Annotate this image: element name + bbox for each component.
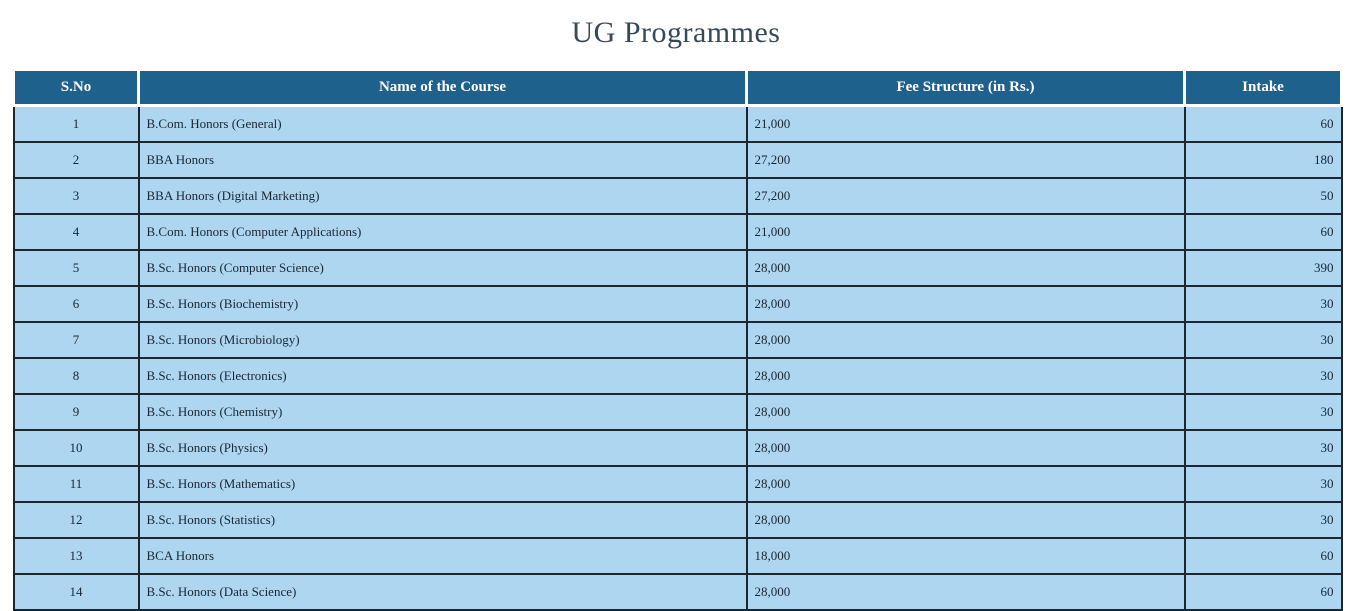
header-cell-fee-structure: Fee Structure (in Rs.): [745, 68, 1186, 107]
cell-fee: 28,000: [745, 429, 1186, 467]
cell-fee: 18,000: [745, 537, 1186, 575]
cell-course-name: B.Com. Honors (General): [137, 104, 748, 143]
cell-sno: 9: [12, 393, 140, 431]
table-body: 1 B.Com. Honors (General) 21,000 60 2 BBA Hon…: [12, 104, 1343, 611]
table-row: 7 B.Sc. Honors (Microbiology) 28,000 30: [12, 321, 1343, 359]
cell-intake: 180: [1183, 141, 1343, 179]
cell-course-name: BCA Honors: [137, 537, 748, 575]
cell-fee: 28,000: [745, 249, 1186, 287]
cell-sno: 13: [12, 537, 140, 575]
cell-fee: 28,000: [745, 357, 1186, 395]
cell-course-name: BBA Honors: [137, 141, 748, 179]
table-row: 9 B.Sc. Honors (Chemistry) 28,000 30: [12, 393, 1343, 431]
cell-course-name: B.Sc. Honors (Data Science): [137, 573, 748, 611]
cell-course-name: B.Sc. Honors (Mathematics): [137, 465, 748, 503]
cell-course-name: B.Sc. Honors (Chemistry): [137, 393, 748, 431]
cell-sno: 7: [12, 321, 140, 359]
header-cell-sno: S.No: [12, 68, 140, 107]
cell-intake: 60: [1183, 537, 1343, 575]
cell-course-name: B.Sc. Honors (Microbiology): [137, 321, 748, 359]
table-row: 6 B.Sc. Honors (Biochemistry) 28,000 30: [12, 285, 1343, 323]
cell-fee: 28,000: [745, 393, 1186, 431]
cell-course-name: B.Sc. Honors (Statistics): [137, 501, 748, 539]
cell-course-name: B.Com. Honors (Computer Applications): [137, 213, 748, 251]
cell-fee: 28,000: [745, 573, 1186, 611]
header-cell-intake: Intake: [1183, 68, 1343, 107]
cell-intake: 30: [1183, 357, 1343, 395]
programmes-table: S.No Name of the Course Fee Structure (i…: [12, 68, 1343, 611]
table-row: 1 B.Com. Honors (General) 21,000 60: [12, 104, 1343, 143]
cell-intake: 30: [1183, 501, 1343, 539]
cell-fee: 28,000: [745, 321, 1186, 359]
cell-course-name: B.Sc. Honors (Biochemistry): [137, 285, 748, 323]
cell-sno: 12: [12, 501, 140, 539]
cell-intake: 30: [1183, 321, 1343, 359]
cell-fee: 28,000: [745, 465, 1186, 503]
cell-fee: 21,000: [745, 213, 1186, 251]
cell-sno: 5: [12, 249, 140, 287]
table-row: 12 B.Sc. Honors (Statistics) 28,000 30: [12, 501, 1343, 539]
cell-sno: 1: [12, 104, 140, 143]
cell-intake: 60: [1183, 104, 1343, 143]
cell-sno: 6: [12, 285, 140, 323]
table-row: 14 B.Sc. Honors (Data Science) 28,000 60: [12, 573, 1343, 611]
table-row: 10 B.Sc. Honors (Physics) 28,000 30: [12, 429, 1343, 467]
table-row: 8 B.Sc. Honors (Electronics) 28,000 30: [12, 357, 1343, 395]
cell-fee: 21,000: [745, 104, 1186, 143]
cell-sno: 4: [12, 213, 140, 251]
cell-sno: 2: [12, 141, 140, 179]
cell-sno: 10: [12, 429, 140, 467]
table-header-row: S.No Name of the Course Fee Structure (i…: [12, 68, 1343, 107]
cell-intake: 30: [1183, 465, 1343, 503]
cell-intake: 30: [1183, 393, 1343, 431]
table-row: 13 BCA Honors 18,000 60: [12, 537, 1343, 575]
cell-course-name: B.Sc. Honors (Electronics): [137, 357, 748, 395]
cell-intake: 390: [1183, 249, 1343, 287]
cell-sno: 3: [12, 177, 140, 215]
cell-sno: 8: [12, 357, 140, 395]
table-row: 4 B.Com. Honors (Computer Applications) 21…: [12, 213, 1343, 251]
cell-intake: 50: [1183, 177, 1343, 215]
cell-course-name: BBA Honors (Digital Marketing): [137, 177, 748, 215]
table-row: 11 B.Sc. Honors (Mathematics) 28,000 30: [12, 465, 1343, 503]
cell-intake: 60: [1183, 213, 1343, 251]
cell-fee: 28,000: [745, 501, 1186, 539]
cell-sno: 14: [12, 573, 140, 611]
cell-fee: 27,200: [745, 141, 1186, 179]
cell-sno: 11: [12, 465, 140, 503]
cell-fee: 28,000: [745, 285, 1186, 323]
cell-intake: 30: [1183, 429, 1343, 467]
page-title: UG Programmes: [571, 16, 781, 49]
table-row: 5 B.Sc. Honors (Computer Science) 28,000 39…: [12, 249, 1343, 287]
cell-course-name: B.Sc. Honors (Computer Science): [137, 249, 748, 287]
cell-course-name: B.Sc. Honors (Physics): [137, 429, 748, 467]
table-row: 3 BBA Honors (Digital Marketing) 27,200 50: [12, 177, 1343, 215]
cell-intake: 30: [1183, 285, 1343, 323]
cell-fee: 27,200: [745, 177, 1186, 215]
table-row: 2 BBA Honors 27,200 180: [12, 141, 1343, 179]
cell-intake: 60: [1183, 573, 1343, 611]
header-cell-course-name: Name of the Course: [137, 68, 748, 107]
